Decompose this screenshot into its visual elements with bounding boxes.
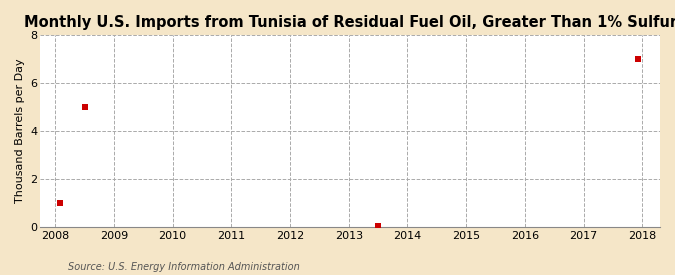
Title: Monthly U.S. Imports from Tunisia of Residual Fuel Oil, Greater Than 1% Sulfur: Monthly U.S. Imports from Tunisia of Res… (24, 15, 675, 30)
Point (79, 105, 90, 109)
Point (55, 200, 65, 205)
Y-axis label: Thousand Barrels per Day: Thousand Barrels per Day (15, 59, 25, 203)
Point (632, 57, 643, 61)
Text: Source: U.S. Energy Information Administration: Source: U.S. Energy Information Administ… (68, 262, 299, 272)
Point (373, 223, 383, 228)
